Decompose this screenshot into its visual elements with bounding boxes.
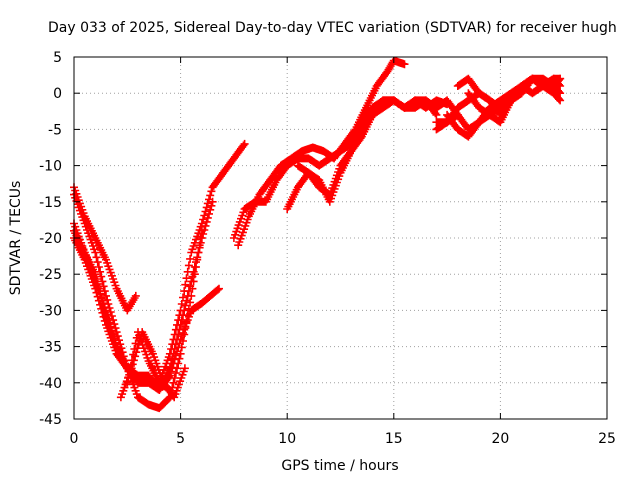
y-axis-ticks: 5 0 -5 -10 -15 -20 -25 -30 -35 -40 -45 <box>39 50 607 428</box>
y-tick-label: -20 <box>39 231 62 247</box>
x-axis-ticks: 0 5 10 15 20 25 <box>70 57 616 447</box>
y-tick-label: -5 <box>48 122 62 138</box>
y-tick-label: -35 <box>39 340 62 356</box>
series-line <box>123 328 174 394</box>
series-markers <box>234 56 409 250</box>
y-tick-label: -25 <box>39 267 62 283</box>
series-line <box>234 56 409 250</box>
chart-grid <box>74 57 607 419</box>
plot-frame <box>73 56 608 420</box>
x-tick-label: 25 <box>598 431 616 447</box>
y-tick-label: 0 <box>53 86 62 102</box>
series-markers <box>123 328 174 394</box>
series-markers <box>70 139 249 387</box>
y-tick-label: 5 <box>53 50 62 66</box>
y-tick-label: -45 <box>39 412 62 428</box>
y-tick-label: -40 <box>39 376 62 392</box>
y-axis-label: SDTVAR / TECUs <box>8 181 24 296</box>
chart-title: Day 033 of 2025, Sidereal Day-to-day VTE… <box>48 20 617 36</box>
x-tick-label: 5 <box>176 431 185 447</box>
data-series <box>70 56 565 413</box>
y-tick-label: -10 <box>39 159 62 175</box>
series-line <box>464 74 565 127</box>
series-markers <box>464 74 565 127</box>
x-tick-label: 20 <box>491 431 509 447</box>
series-line <box>293 96 441 199</box>
series-line <box>70 139 249 387</box>
x-axis-label: GPS time / hours <box>281 458 398 474</box>
y-tick-label: -15 <box>39 195 62 211</box>
series-markers <box>293 96 441 199</box>
x-tick-label: 10 <box>278 431 296 447</box>
x-tick-label: 0 <box>70 431 79 447</box>
x-tick-label: 15 <box>385 431 403 447</box>
y-tick-label: -30 <box>39 303 62 319</box>
